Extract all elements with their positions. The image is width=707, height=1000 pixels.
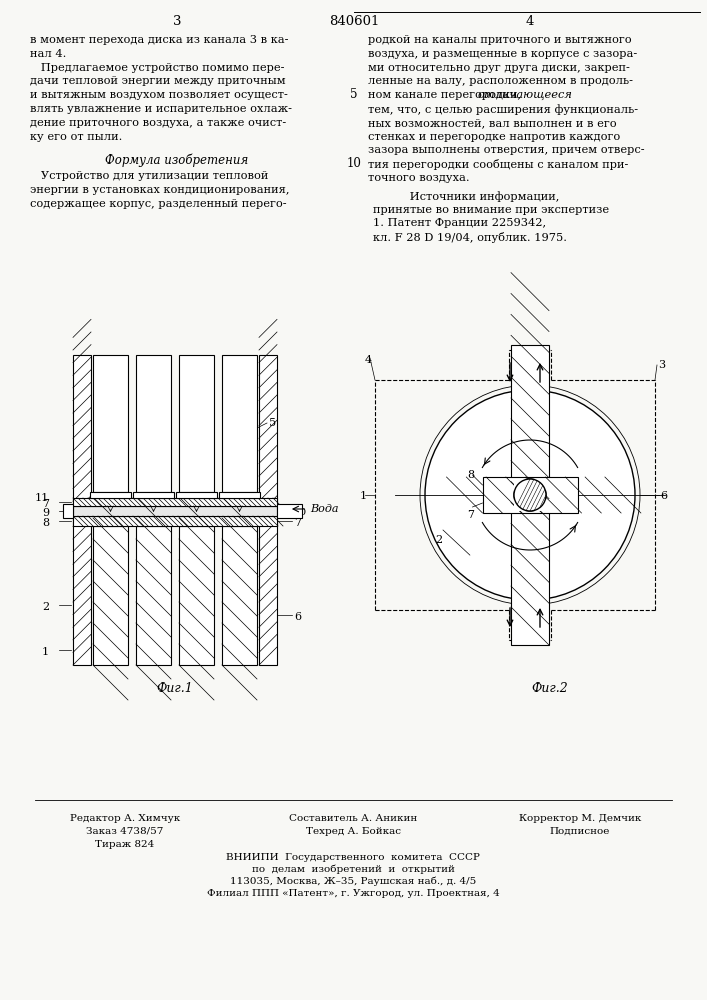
Text: тем, что, с целью расширения функциональ-: тем, что, с целью расширения функциональ… — [368, 104, 638, 115]
Text: энергии в установках кондиционирования,: энергии в установках кондиционирования, — [30, 185, 289, 195]
Bar — [222, 526, 257, 665]
Bar — [73, 506, 277, 516]
Text: 4: 4 — [365, 355, 372, 365]
Text: 9: 9 — [42, 508, 49, 518]
Text: Предлагаемое устройство помимо пере-: Предлагаемое устройство помимо пере- — [30, 63, 284, 73]
Text: 1: 1 — [42, 647, 49, 657]
Text: дение приточного воздуха, а также очист-: дение приточного воздуха, а также очист- — [30, 118, 286, 128]
Text: Источники информации,: Источники информации, — [388, 191, 559, 202]
Bar — [176, 492, 217, 498]
Bar — [179, 526, 214, 665]
Text: 10: 10 — [294, 508, 308, 517]
Bar — [136, 526, 171, 665]
Text: содержащее корпус, разделенный перего-: содержащее корпус, разделенный перего- — [30, 199, 286, 209]
Text: 3: 3 — [658, 360, 665, 370]
Text: 840601: 840601 — [329, 15, 379, 28]
Bar — [219, 492, 260, 498]
Text: Фиг.2: Фиг.2 — [532, 682, 568, 695]
Text: Подписное: Подписное — [550, 827, 610, 836]
Text: 3: 3 — [173, 15, 181, 28]
Text: 8: 8 — [42, 518, 49, 528]
Bar — [73, 498, 277, 506]
Text: Устройство для утилизации тепловой: Устройство для утилизации тепловой — [30, 171, 269, 181]
Bar — [482, 477, 578, 513]
Bar — [93, 526, 128, 665]
Text: принятые во внимание при экспертизе: принятые во внимание при экспертизе — [373, 205, 609, 215]
Text: ленные на валу, расположенном в продоль-: ленные на валу, расположенном в продоль- — [368, 76, 633, 86]
Text: 10: 10 — [558, 500, 571, 509]
Text: Формула изобретения: Формула изобретения — [105, 153, 249, 167]
Text: Составитель А. Аникин: Составитель А. Аникин — [289, 814, 417, 823]
Circle shape — [514, 479, 546, 511]
Bar — [93, 355, 128, 492]
Text: 5: 5 — [350, 88, 358, 101]
Bar — [179, 355, 214, 492]
Text: влять увлажнение и испарительное охлаж-: влять увлажнение и испарительное охлаж- — [30, 104, 292, 114]
Text: родкой на каналы приточного и вытяжного: родкой на каналы приточного и вытяжного — [368, 35, 631, 45]
Bar — [90, 492, 131, 498]
Circle shape — [425, 390, 635, 600]
Text: зазора выполнены отверстия, причем отверс-: зазора выполнены отверстия, причем отвер… — [368, 145, 645, 155]
Bar — [222, 355, 257, 492]
Text: Филиал ППП «Патент», г. Ужгород, ул. Проектная, 4: Филиал ППП «Патент», г. Ужгород, ул. Про… — [206, 889, 499, 898]
Text: 1. Патент Франции 2259342,: 1. Патент Франции 2259342, — [373, 218, 546, 228]
Text: Тираж 824: Тираж 824 — [95, 840, 155, 849]
Text: 10: 10 — [346, 157, 361, 170]
Text: 2: 2 — [435, 535, 442, 545]
Text: и вытяжным воздухом позволяет осущест-: и вытяжным воздухом позволяет осущест- — [30, 90, 288, 100]
Bar — [259, 355, 277, 665]
Text: точного воздуха.: точного воздуха. — [368, 173, 469, 183]
Text: 7: 7 — [535, 467, 542, 477]
Text: по  делам  изобретений  и  открытий: по делам изобретений и открытий — [252, 865, 455, 874]
Bar — [511, 345, 549, 645]
Text: ном канале перегородки,: ном канале перегородки, — [368, 90, 525, 100]
Bar — [63, 504, 73, 518]
Bar — [136, 355, 171, 492]
Text: ных возможностей, вал выполнен и в его: ных возможностей, вал выполнен и в его — [368, 118, 617, 128]
Text: 8: 8 — [467, 470, 474, 480]
Text: 6: 6 — [294, 612, 301, 622]
Bar — [277, 504, 302, 518]
Text: тия перегородки сообщены с каналом при-: тия перегородки сообщены с каналом при- — [368, 159, 629, 170]
Text: воздуха, и размещенные в корпусе с зазора-: воздуха, и размещенные в корпусе с зазор… — [368, 49, 637, 59]
Text: дачи тепловой энергии между приточным: дачи тепловой энергии между приточным — [30, 76, 286, 86]
Bar — [514, 479, 546, 511]
Text: ВНИИПИ  Государственного  комитета  СССР: ВНИИПИ Государственного комитета СССР — [226, 853, 480, 862]
Text: Фиг.1: Фиг.1 — [157, 682, 194, 695]
Text: кл. F 28 D 19/04, опублик. 1975.: кл. F 28 D 19/04, опублик. 1975. — [373, 232, 567, 243]
Text: стенках и перегородке напротив каждого: стенках и перегородке напротив каждого — [368, 132, 620, 142]
Text: 6: 6 — [660, 491, 667, 501]
Text: 5: 5 — [269, 418, 276, 428]
Text: 113035, Москва, Ж–35, Раушская наб., д. 4/5: 113035, Москва, Ж–35, Раушская наб., д. … — [230, 877, 476, 886]
Text: 7: 7 — [294, 518, 301, 528]
Text: Редактор А. Химчук: Редактор А. Химчук — [70, 814, 180, 823]
Bar — [73, 355, 91, 665]
Text: 2: 2 — [42, 602, 49, 612]
Text: ми относительно друг друга диски, закреп-: ми относительно друг друга диски, закреп… — [368, 63, 630, 73]
Text: Вода: Вода — [310, 504, 339, 514]
Text: 1: 1 — [360, 491, 367, 501]
Text: Техред А. Бойкас: Техред А. Бойкас — [305, 827, 400, 836]
Bar — [73, 516, 277, 526]
Text: ку его от пыли.: ку его от пыли. — [30, 132, 122, 142]
Text: нал 4.: нал 4. — [30, 49, 66, 59]
Text: 4: 4 — [526, 15, 534, 28]
Bar — [133, 492, 174, 498]
Text: 11: 11 — [35, 493, 49, 503]
Text: 7: 7 — [467, 510, 474, 520]
Text: в момент перехода диска из канала 3 в ка-: в момент перехода диска из канала 3 в ка… — [30, 35, 288, 45]
Text: 11.: 11. — [548, 490, 564, 499]
Text: Заказ 4738/57: Заказ 4738/57 — [86, 827, 164, 836]
Text: 7: 7 — [42, 499, 49, 509]
Text: отличающееся: отличающееся — [477, 90, 572, 100]
Text: Корректор М. Демчик: Корректор М. Демчик — [519, 814, 641, 823]
